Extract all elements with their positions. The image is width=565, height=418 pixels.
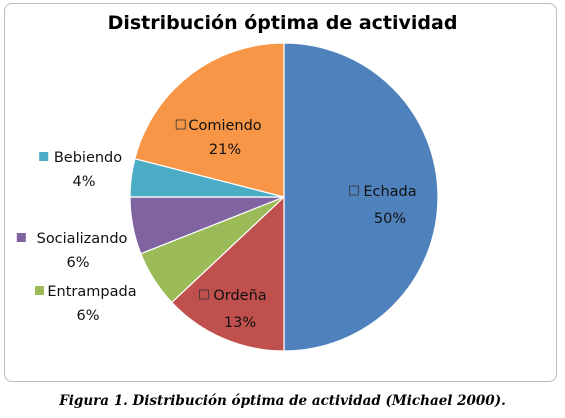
pie-slice-comiendo xyxy=(134,42,285,198)
legend-marker xyxy=(16,233,26,242)
slice-name: Comiendo xyxy=(188,118,261,134)
legend-marker xyxy=(35,286,44,295)
pie-chart: Echada50%Ordeña13%Entrampada6%Socializan… xyxy=(16,42,439,352)
pie-slice-ordeña xyxy=(170,195,285,352)
legend-marker xyxy=(39,152,49,161)
slice-name: Echada xyxy=(363,184,416,200)
slice-value-label: 4% xyxy=(72,174,95,190)
legend-marker xyxy=(198,289,209,300)
slice-value-label: 21% xyxy=(209,142,241,158)
slice-label-ordeña: Ordeña 13% xyxy=(198,288,267,331)
legend-marker xyxy=(348,185,359,196)
figure-caption: Figura 1. Distribución óptima de activid… xyxy=(59,393,506,409)
slice-label-socializando: Socializando 6% xyxy=(16,231,128,271)
slice-value-label: 13% xyxy=(224,315,256,331)
slice-value-label: 6% xyxy=(66,255,89,271)
slice-label-comiendo: Comiendo 21% xyxy=(175,118,262,158)
slice-value-label: 50% xyxy=(374,211,406,227)
slice-label-echada: Echada 50% xyxy=(348,184,417,227)
slice-name: Entrampada xyxy=(47,284,136,300)
pie-slice-echada xyxy=(283,42,439,352)
slice-name: Socializando xyxy=(37,231,128,247)
slice-value-label: 6% xyxy=(76,308,99,324)
slice-name: Ordeña xyxy=(213,288,266,304)
slice-label-entrampada: Entrampada 6% xyxy=(35,284,137,324)
legend-marker xyxy=(175,119,186,130)
slice-label-bebiendo: Bebiendo 4% xyxy=(39,150,122,190)
chart-title: Distribución óptima de actividad xyxy=(107,12,458,34)
slice-name: Bebiendo xyxy=(54,150,122,166)
